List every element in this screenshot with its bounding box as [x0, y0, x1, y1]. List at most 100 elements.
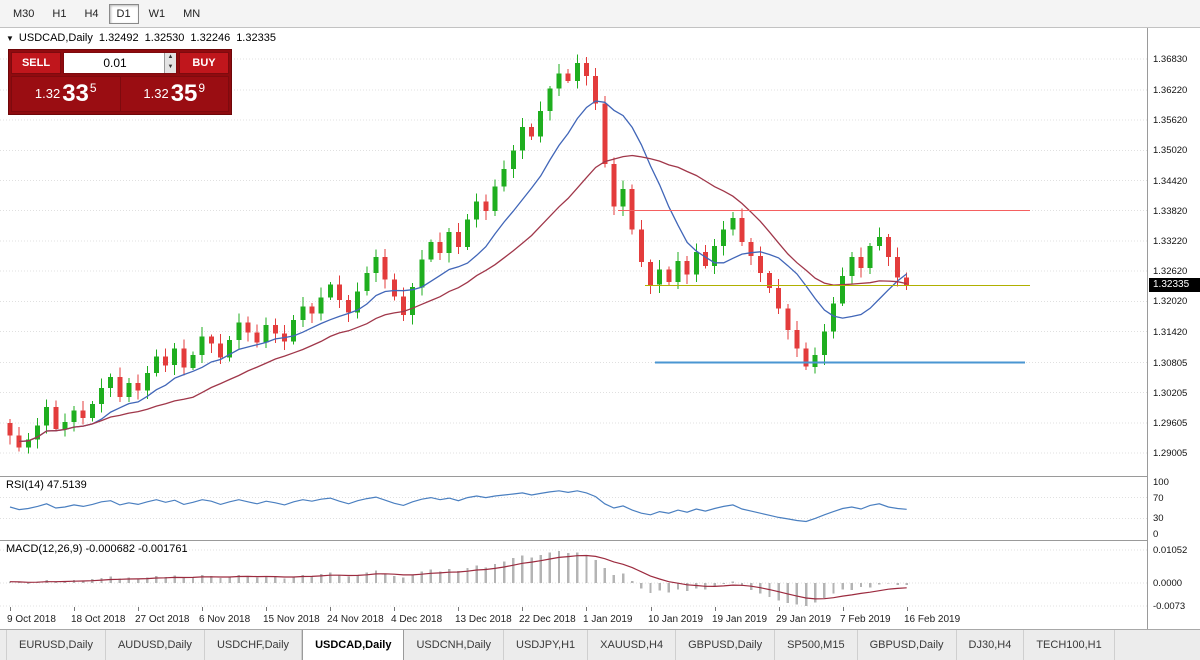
chart-tabs-bar: EURUSD,Daily AUDUSD,Daily USDCHF,Daily USDC… [0, 629, 1200, 660]
chart-tab-eurusd-daily[interactable]: EURUSD,Daily [6, 630, 106, 660]
rsi-indicator-label: RSI(14) 47.5139 [6, 479, 87, 491]
date-tick [651, 607, 652, 611]
sell-button[interactable]: SELL [11, 52, 61, 74]
buy-price[interactable]: 1.32 35 9 [121, 77, 229, 111]
chart-tab-usdcnh-daily[interactable]: USDCNH,Daily [404, 630, 505, 660]
chart-tab-usdjpy-h1[interactable]: USDJPY,H1 [504, 630, 589, 660]
price-scale-label: 1.29605 [1153, 417, 1188, 429]
title-open: 1.32492 [98, 32, 139, 44]
chart-tab-usdchf-daily[interactable]: USDCHF,Daily [205, 630, 303, 660]
date-tick [202, 607, 203, 611]
date-tick [394, 607, 395, 611]
timeframe-button-d1[interactable]: D1 [108, 3, 139, 24]
date-label: 10 Jan 2019 [648, 614, 704, 625]
timeframe-button-h4[interactable]: H4 [84, 7, 99, 20]
chart-tab-audusd-daily[interactable]: AUDUSD,Daily [106, 630, 205, 660]
date-tick [779, 607, 780, 611]
sell-price-prefix: 1.32 [34, 86, 61, 101]
date-label: 9 Oct 2018 [7, 614, 56, 625]
rsi-panel-separator [0, 476, 1200, 477]
chart-tab-gbpusd-daily[interactable]: GBPUSD,Daily [676, 630, 776, 660]
timeframe-button-w1[interactable]: W1 [148, 7, 166, 20]
candles-layer [7, 54, 910, 454]
sell-price-pips: 33 [62, 80, 89, 107]
title-high: 1.32530 [144, 32, 185, 44]
date-label: 27 Oct 2018 [135, 614, 190, 625]
one-click-collapse-icon[interactable]: ▼ [6, 33, 14, 43]
macd-scale-label: -0.0073 [1153, 601, 1186, 612]
date-label: 29 Jan 2019 [776, 614, 832, 625]
macd-scale-label: 0.01052 [1153, 545, 1188, 556]
buy-button[interactable]: BUY [179, 52, 229, 74]
rsi-indicator-canvas[interactable] [0, 476, 1147, 540]
volume-input[interactable] [64, 53, 176, 73]
chart-tab-xauusd-h4[interactable]: XAUUSD,H4 [588, 630, 677, 660]
macd-indicator-canvas[interactable] [0, 540, 1147, 607]
date-axis[interactable]: 9 Oct 2018 18 Oct 2018 27 Oct 2018 6 Nov 20… [0, 607, 1147, 629]
date-tick [586, 607, 587, 611]
macd-indicator-label: MACD(12,26,9) -0.000682 -0.001761 [6, 543, 188, 555]
date-label: 24 Nov 2018 [327, 614, 384, 625]
buy-price-prefix: 1.32 [143, 86, 169, 101]
macd-histogram [8, 551, 908, 606]
date-label: 1 Jan 2019 [583, 614, 633, 625]
date-label: 13 Dec 2018 [455, 614, 512, 625]
rsi-scale-label: 100 [1153, 477, 1169, 488]
sell-price-point: 5 [89, 81, 97, 95]
date-tick [907, 607, 908, 611]
rsi-scale-label: 70 [1153, 493, 1164, 504]
chart-tab-tech100-h1[interactable]: TECH100,H1 [1024, 630, 1115, 660]
timeframe-button-m30[interactable]: M30 [13, 7, 35, 20]
price-scale-label: 1.30205 [1153, 387, 1188, 399]
date-tick [458, 607, 459, 611]
date-label: 7 Feb 2019 [840, 614, 891, 625]
timeframe-button-mn[interactable]: MN [183, 7, 201, 20]
date-tick [138, 607, 139, 611]
price-scale-label: 1.32620 [1153, 266, 1188, 278]
price-scale[interactable]: 1.32335 1.36830 1.36220 1.35620 1.35020 1.34… [1147, 28, 1200, 629]
one-click-trading-panel: SELL ▲ ▼ BUY 1.32 33 5 1.32 35 9 [8, 49, 232, 115]
volume-field[interactable]: ▲ ▼ [63, 52, 177, 74]
slow-ma-line [19, 154, 907, 443]
chart-title: ▼ USDCAD,Daily 1.32492 1.32530 1.32246 1… [6, 32, 282, 44]
price-scale-label: 1.35620 [1153, 115, 1188, 127]
price-scale-label: 1.36220 [1153, 84, 1188, 96]
price-scale-label: 1.30805 [1153, 357, 1188, 369]
volume-decrease-button[interactable]: ▼ [167, 64, 174, 70]
date-label: 22 Dec 2018 [519, 614, 576, 625]
chart-tab-usdcad-daily[interactable]: USDCAD,Daily [302, 630, 405, 660]
price-scale-label: 1.32020 [1153, 296, 1188, 308]
chart-tab-gbpusd-daily[interactable]: GBPUSD,Daily [858, 630, 957, 660]
rsi-scale-label: 0 [1153, 529, 1159, 540]
price-scale-label: 1.29005 [1153, 448, 1188, 460]
volume-increase-button[interactable]: ▲ [167, 54, 174, 60]
current-price-badge: 1.32335 [1149, 278, 1200, 292]
timeframe-button-h1[interactable]: H1 [52, 7, 67, 20]
price-gridlines [0, 58, 1147, 454]
price-scale-label: 1.36830 [1153, 54, 1188, 66]
main-chart-canvas[interactable] [0, 28, 1147, 476]
chart-window: ▼ USDCAD,Daily 1.32492 1.32530 1.32246 1… [0, 28, 1200, 629]
buy-price-point: 9 [198, 81, 206, 95]
date-tick [74, 607, 75, 611]
fast-ma-line [19, 100, 908, 443]
price-scale-label: 1.33820 [1153, 205, 1188, 217]
timeframe-toolbar: M30 H1 H4 D1 W1 MN [0, 0, 1200, 28]
date-label: 19 Jan 2019 [712, 614, 768, 625]
macd-signal-line [9, 554, 907, 600]
date-label: 4 Dec 2018 [391, 614, 443, 625]
macd-scale-label: 0.0000 [1153, 578, 1183, 589]
chart-tab-sp500-m15[interactable]: SP500,M15 [775, 630, 858, 660]
sell-price[interactable]: 1.32 33 5 [12, 77, 120, 111]
title-symbol: USDCAD,Daily [18, 32, 93, 44]
chart-tab-dj30-h4[interactable]: DJ30,H4 [957, 630, 1025, 660]
date-tick [522, 607, 523, 611]
date-tick [266, 607, 267, 611]
price-scale-label: 1.35020 [1153, 145, 1188, 157]
title-low: 1.32246 [190, 32, 231, 44]
date-label: 16 Feb 2019 [904, 614, 961, 625]
buy-price-pips: 35 [170, 80, 198, 107]
price-scale-label: 1.33220 [1153, 235, 1188, 247]
title-close: 1.32335 [236, 32, 276, 44]
date-label: 6 Nov 2018 [199, 614, 251, 625]
